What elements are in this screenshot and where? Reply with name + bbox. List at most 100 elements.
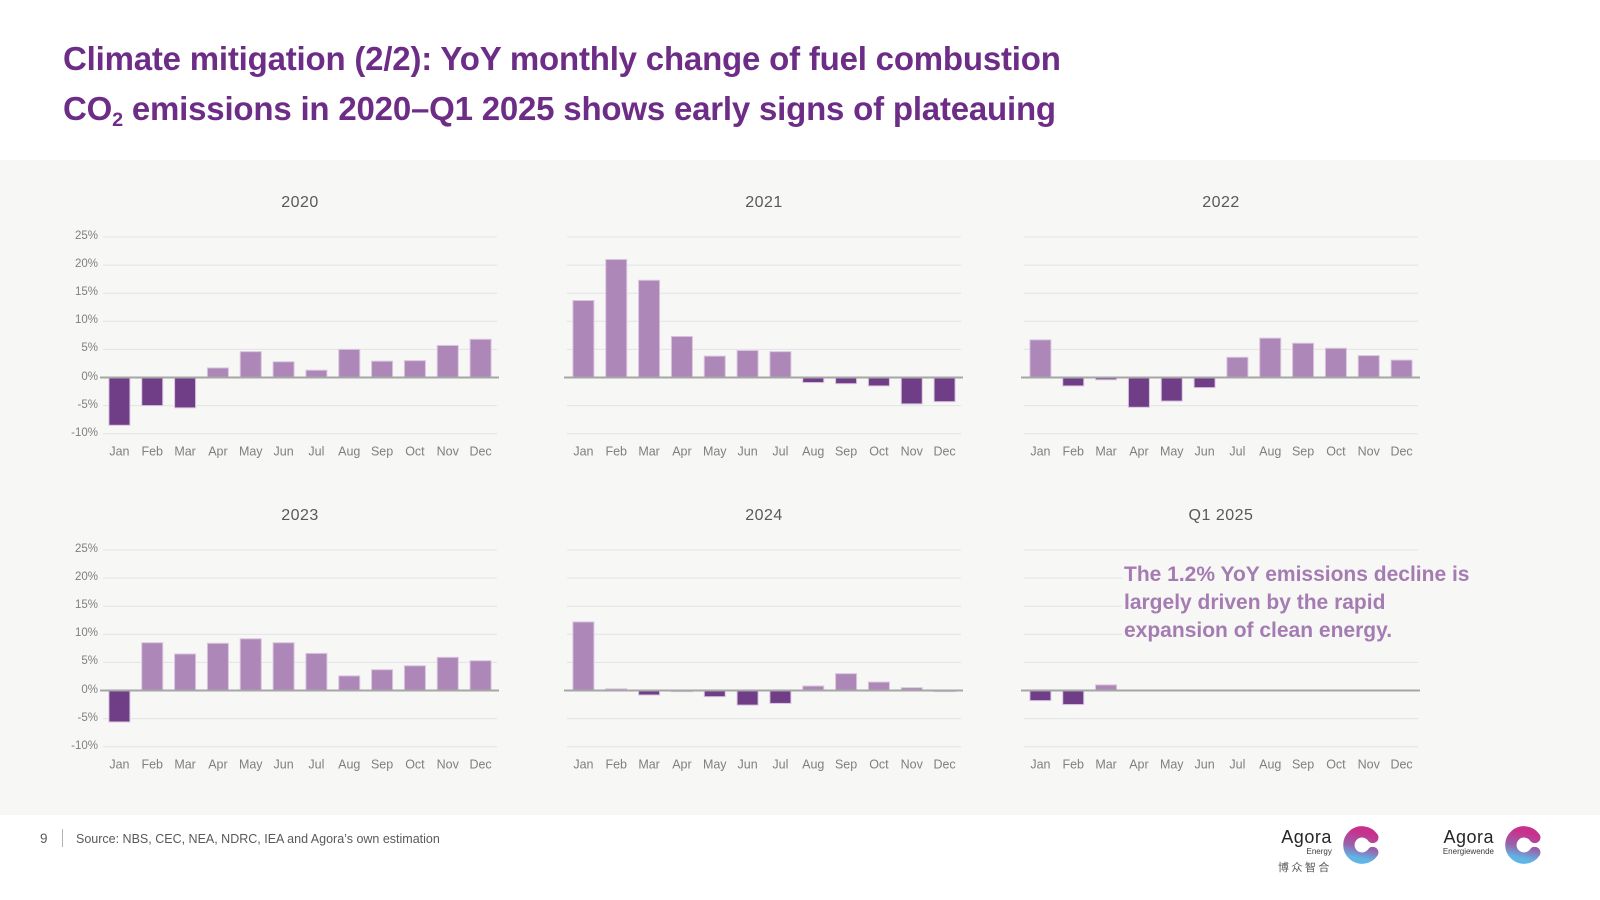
x-axis-label: Dec bbox=[469, 758, 491, 772]
chart-title-2024: 2024 bbox=[745, 507, 783, 524]
x-axis-label: Dec bbox=[933, 758, 955, 772]
logo-agora-energiewende-name: Agora bbox=[1443, 827, 1494, 847]
x-axis-label: Apr bbox=[672, 758, 691, 772]
bar-Jun bbox=[1193, 377, 1216, 389]
bar-Feb bbox=[141, 377, 164, 407]
bar-Jun bbox=[736, 690, 759, 706]
x-axis-label: May bbox=[1160, 445, 1184, 459]
bar-May bbox=[239, 638, 262, 691]
x-axis-label: Aug bbox=[338, 758, 360, 772]
bar-Jun bbox=[272, 642, 295, 692]
logo-agora-energy-name: Agora bbox=[1281, 827, 1332, 847]
x-axis-label: Aug bbox=[1259, 758, 1281, 772]
y-axis-label: 10% bbox=[74, 627, 98, 640]
x-axis-label: Oct bbox=[869, 445, 889, 459]
x-axis-label: Oct bbox=[1326, 445, 1346, 459]
bar-Nov bbox=[1357, 355, 1380, 378]
x-axis-label: Jun bbox=[274, 758, 294, 772]
x-axis-label: Jan bbox=[573, 445, 593, 459]
bar-Oct bbox=[403, 360, 426, 378]
x-axis-label: Jun bbox=[1195, 445, 1215, 459]
bar-plot-2020: Jan Feb Mar Apr May Jun Jul Aug Sep Oct Nov Dec bbox=[100, 236, 499, 459]
bar-Oct bbox=[403, 665, 426, 692]
x-axis-label: Feb bbox=[605, 445, 627, 459]
logo-agora-energy: Agora Energy 博众智合 bbox=[1278, 821, 1383, 875]
x-axis-label: Aug bbox=[802, 445, 824, 459]
x-axis-label: Jun bbox=[738, 758, 758, 772]
bar-Mar bbox=[174, 653, 197, 691]
chart-title-q1-2025: Q1 2025 bbox=[1188, 507, 1254, 524]
slide-title-line2: CO2 emissions in 2020–Q1 2025 shows earl… bbox=[63, 90, 1056, 132]
bar-Jun bbox=[736, 350, 759, 379]
x-axis-label: Jan bbox=[109, 758, 129, 772]
bar-Mar bbox=[638, 279, 661, 378]
x-axis-label: Mar bbox=[174, 445, 196, 459]
source-text: Source: NBS, CEC, NEA, NDRC, IEA and Ago… bbox=[76, 832, 440, 846]
y-axis-labels bbox=[529, 232, 562, 442]
y-axis-label: -10% bbox=[71, 739, 98, 752]
y-axis-label: 15% bbox=[74, 599, 98, 612]
charts-band: 2020 25% 20% 15% 10% 5% 0% -5% -10% Jan Feb Mar Ap… bbox=[0, 160, 1600, 815]
x-axis-label: Feb bbox=[141, 758, 163, 772]
bar-Dec bbox=[469, 660, 492, 691]
chart-2021: 2021 Jan Feb Mar Apr May Jun Jul Aug Sep Oct Nov De… bbox=[529, 188, 969, 500]
y-axis-label: 5% bbox=[81, 342, 98, 355]
x-axis-label: Apr bbox=[1129, 445, 1148, 459]
x-axis-label: Mar bbox=[638, 445, 660, 459]
y-axis-labels bbox=[986, 232, 1019, 442]
annotation-emissions-decline: The 1.2% YoY emissions decline is largel… bbox=[1122, 557, 1486, 649]
y-axis-label: 25% bbox=[74, 543, 98, 555]
bar-Oct bbox=[1324, 347, 1347, 379]
x-axis-label: Sep bbox=[371, 445, 393, 459]
x-axis-label: Nov bbox=[1358, 758, 1381, 772]
x-axis-label: Nov bbox=[1358, 445, 1381, 459]
logo-agora-energy-division: Energy bbox=[1306, 847, 1332, 856]
y-axis-label: -5% bbox=[77, 711, 98, 724]
chart-2020: 2020 25% 20% 15% 10% 5% 0% -5% -10% Jan Feb Mar Ap… bbox=[65, 188, 505, 500]
x-axis-label: Apr bbox=[208, 445, 227, 459]
bar-May bbox=[239, 351, 262, 379]
x-axis-label: Jun bbox=[1195, 758, 1215, 772]
x-axis-label: Sep bbox=[835, 445, 857, 459]
bar-Jan bbox=[572, 300, 595, 378]
bar-Feb bbox=[1062, 690, 1085, 706]
chart-q1-2025: Q1 2025 Jan Feb Mar Apr May Jun Jul Aug Sep Oct No… bbox=[986, 501, 1486, 813]
x-axis-label: Jul bbox=[1229, 445, 1245, 459]
chart-title-2023: 2023 bbox=[281, 507, 319, 524]
bar-Jan bbox=[108, 377, 131, 426]
bar-Jul bbox=[305, 369, 328, 379]
bar-Feb bbox=[605, 258, 628, 378]
y-axis-labels bbox=[529, 545, 562, 755]
x-axis-label: Oct bbox=[1326, 758, 1346, 772]
bar-Aug bbox=[1259, 337, 1282, 379]
bar-Apr bbox=[670, 335, 693, 378]
x-axis-label: Feb bbox=[1062, 445, 1084, 459]
x-axis-label: May bbox=[703, 445, 727, 459]
bar-Nov bbox=[436, 344, 459, 379]
x-axis-label: May bbox=[1160, 758, 1184, 772]
bar-Sep bbox=[1292, 342, 1315, 379]
x-axis-label: Sep bbox=[371, 758, 393, 772]
x-axis-label: Jul bbox=[308, 445, 324, 459]
x-axis-label: Aug bbox=[802, 758, 824, 772]
logo-agora-energy-chinese: 博众智合 bbox=[1277, 862, 1332, 874]
x-axis-label: Jan bbox=[1030, 445, 1050, 459]
bar-Feb bbox=[141, 642, 164, 692]
bar-Apr bbox=[1127, 377, 1150, 408]
x-axis-label: Aug bbox=[338, 445, 360, 459]
y-axis-label: 5% bbox=[81, 655, 98, 668]
y-axis-labels bbox=[986, 545, 1019, 755]
x-axis-label: Apr bbox=[208, 758, 227, 772]
x-axis-label: May bbox=[239, 445, 263, 459]
bar-Jan bbox=[1029, 690, 1052, 702]
bar-Jul bbox=[769, 690, 792, 704]
bar-Feb bbox=[1062, 377, 1085, 387]
x-axis-label: May bbox=[703, 758, 727, 772]
x-axis-label: Mar bbox=[174, 758, 196, 772]
bar-Nov bbox=[900, 377, 923, 405]
x-axis-label: Sep bbox=[1292, 445, 1314, 459]
x-axis-label: Jan bbox=[1030, 758, 1050, 772]
bar-Sep bbox=[371, 360, 394, 378]
chart-title-2021: 2021 bbox=[745, 194, 783, 211]
